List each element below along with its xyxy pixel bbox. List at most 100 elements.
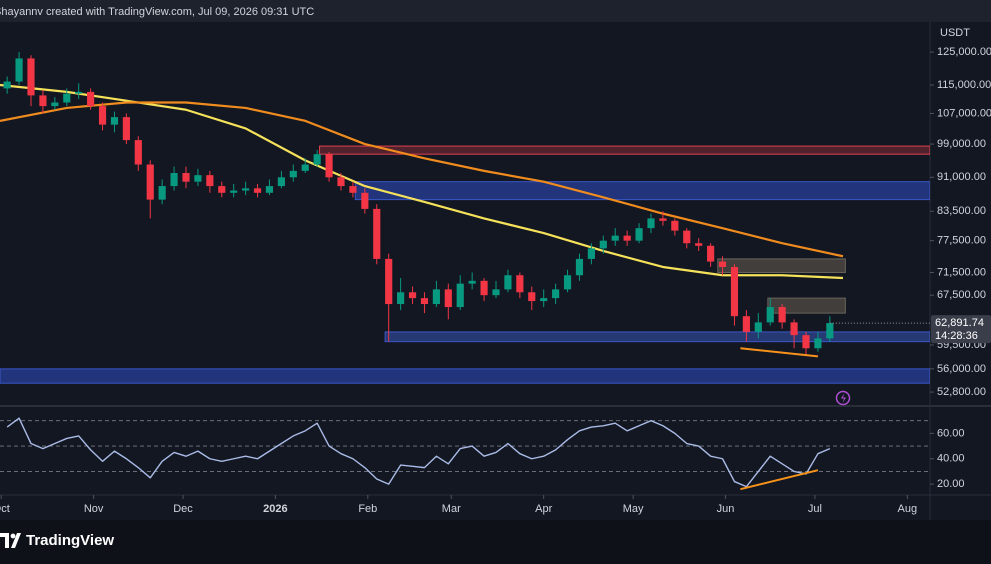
x-tick-label: Jun	[717, 503, 735, 515]
header-text: Shayannv created with TradingView.com, J…	[0, 6, 314, 18]
rsi-tick-label: 60.00	[937, 427, 965, 439]
candle-body	[766, 307, 774, 323]
candle-body	[492, 289, 500, 296]
candle-body	[146, 164, 154, 200]
price-pane	[0, 52, 930, 384]
x-tick-label: May	[623, 503, 644, 515]
x-tick-label: Mar	[442, 503, 461, 515]
alert-circle	[835, 390, 851, 406]
candle-body	[253, 188, 262, 193]
candle-body	[408, 292, 417, 299]
rsi-pane	[0, 417, 930, 491]
axes: 125,000.00 115,000.00 107,000.00 99,000.00 9…	[0, 46, 991, 515]
rsi-tick-label: 20.00	[937, 478, 965, 490]
candle-body	[110, 117, 119, 125]
candle-body	[277, 177, 285, 187]
x-tick-label: Nov	[84, 503, 104, 515]
candle-body	[265, 186, 274, 193]
zone	[717, 258, 846, 273]
rsi-line	[6, 417, 831, 488]
candle-body	[635, 228, 643, 241]
candle-body	[742, 316, 750, 332]
candle-body	[623, 235, 631, 241]
candle-body	[575, 258, 584, 276]
header-bar	[0, 0, 991, 22]
candle-body	[730, 266, 739, 317]
candle-body	[587, 248, 595, 259]
candle-body	[289, 170, 297, 178]
footer-bar	[0, 520, 991, 564]
y-tick-label: 83,500.00	[937, 205, 986, 217]
candle-body	[707, 245, 715, 262]
x-tick-label: Jul	[808, 503, 822, 515]
candle-body	[206, 175, 214, 187]
brand-name: TradingView	[26, 532, 114, 549]
candle-body	[63, 93, 71, 103]
logo-mark	[0, 533, 21, 548]
moving-average	[0, 83, 844, 280]
y-tick-label: 125,000.00	[937, 46, 991, 58]
candle-body	[444, 289, 452, 308]
candle-body	[134, 140, 142, 165]
candle-body	[158, 186, 166, 200]
candle-body	[361, 192, 369, 209]
candle-body	[647, 218, 655, 229]
candle-body	[468, 280, 476, 284]
x-tick-label: Apr	[535, 503, 552, 515]
candle-body	[3, 81, 11, 89]
y-tick-label: 56,000.00	[937, 363, 986, 375]
candle-body	[814, 338, 822, 349]
candle-body	[599, 240, 607, 249]
x-tick-label: Oct	[0, 503, 10, 515]
candle-body	[51, 102, 59, 107]
candle-body	[718, 261, 727, 267]
y-tick-label: 52,800.00	[937, 386, 986, 398]
y-tick-label: 77,500.00	[937, 235, 986, 247]
alert-icon	[835, 390, 851, 406]
candle-body	[170, 173, 178, 187]
candle-body	[87, 91, 95, 107]
candle-body	[671, 220, 679, 231]
candle-body	[826, 323, 834, 339]
candle-body	[27, 58, 35, 96]
candle-body	[552, 289, 560, 299]
moving-average	[0, 101, 844, 258]
candle-body	[790, 322, 798, 336]
candle-body	[611, 235, 619, 241]
y-tick-label: 71,500.00	[937, 266, 986, 278]
last-price-label: 62,891.74	[935, 317, 984, 329]
candle-body	[39, 95, 47, 107]
zone	[0, 368, 930, 384]
candle-body	[301, 164, 309, 171]
candle-body	[456, 283, 464, 308]
candle-body	[242, 188, 250, 191]
candle-body	[504, 275, 512, 290]
candle-body	[15, 58, 23, 82]
y-tick-label: 107,000.00	[937, 107, 991, 119]
candle-body	[563, 275, 572, 290]
candle-body	[122, 117, 130, 141]
last-price-box	[931, 315, 991, 344]
x-tick-label: Dec	[173, 503, 193, 515]
candle-body	[182, 173, 190, 182]
candle-body	[659, 218, 667, 221]
candle-body	[75, 91, 83, 94]
zone	[319, 145, 930, 155]
y-tick-label: 67,500.00	[937, 289, 986, 301]
candle-body	[480, 280, 488, 296]
currency-label: USDT	[940, 27, 970, 39]
candle-body	[420, 298, 429, 305]
candle-body	[397, 292, 405, 305]
candle-body	[695, 243, 703, 246]
candle-body	[540, 298, 548, 302]
candle-body	[194, 175, 202, 182]
alert-bolt	[841, 393, 846, 403]
candle-body	[754, 322, 762, 332]
zone	[384, 331, 930, 343]
y-tick-label: 99,000.00	[937, 138, 986, 150]
candle-body	[516, 275, 524, 293]
candle-body	[528, 292, 536, 302]
candle-body	[373, 208, 381, 259]
candle-body	[802, 335, 810, 349]
